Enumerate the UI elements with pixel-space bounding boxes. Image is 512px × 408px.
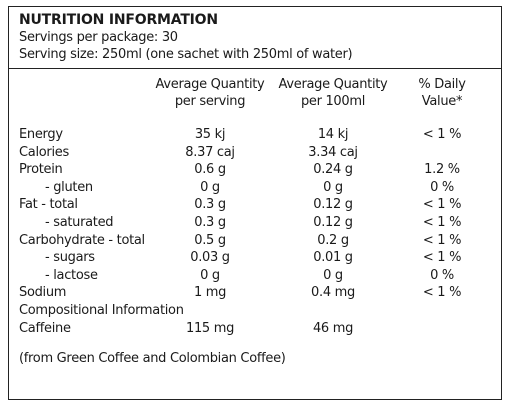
per-serving-value: 0.6 g [194, 162, 226, 178]
serving-size: Serving size: 250ml (one sachet with 250… [19, 47, 353, 62]
per-100ml-value: 0.24 g [313, 162, 353, 178]
column-header-daily-value: % Daily Value* [418, 77, 466, 109]
per-100ml-value: 0.12 g [313, 197, 353, 213]
table-row: - sugars 0.03 g 0.01 g < 1 % [19, 249, 501, 267]
daily-value: < 1 % [422, 214, 462, 230]
row-label: Fat - total [19, 197, 78, 213]
row-label: Energy [19, 127, 63, 142]
panel-title: NUTRITION INFORMATION [19, 12, 218, 28]
per-100ml-value: 3.34 caj [308, 144, 358, 160]
per-serving-value: 0.3 g [194, 197, 226, 213]
per-100ml-value: 0.2 g [317, 232, 349, 248]
row-label: - saturated [45, 214, 114, 230]
row-label: Carbohydrate - total [19, 232, 145, 248]
per-100ml-value: 0.12 g [313, 214, 353, 230]
servings-per-package: Servings per package: 30 [19, 30, 178, 45]
daily-value: < 1 % [422, 285, 462, 301]
daily-value: < 1 % [422, 127, 462, 142]
table-row: Caffeine 115 mg 46 mg [19, 320, 501, 338]
table-row: Energy 35 kj 14 kj < 1 % [19, 126, 501, 144]
per-serving-value: 0.5 g [194, 232, 226, 248]
row-label: - lactose [45, 267, 98, 283]
table-row: Sodium 1 mg 0.4 mg < 1 % [19, 284, 501, 302]
column-header-per-serving: Average Quantity per serving [155, 77, 265, 109]
per-serving-value: 8.37 caj [185, 144, 235, 160]
per-100ml-value: 14 kj [317, 127, 349, 142]
row-label: Compositional Information [19, 302, 184, 318]
daily-value: 0 % [430, 179, 454, 195]
row-label: - gluten [45, 179, 93, 195]
table-row: Protein 0.6 g 0.24 g 1.2 % [19, 161, 501, 179]
table-row: - saturated 0.3 g 0.12 g < 1 % [19, 214, 501, 232]
panel-header: NUTRITION INFORMATION Servings per packa… [9, 7, 501, 77]
per-100ml-value: 0 g [323, 267, 343, 283]
per-100ml-value: 0 g [323, 179, 343, 195]
per-serving-value: 0.3 g [194, 214, 226, 230]
per-100ml-value: 0.4 mg [311, 285, 355, 301]
per-serving-value: 1 mg [193, 285, 227, 301]
daily-value: 1.2 % [424, 162, 460, 178]
table-row: - gluten 0 g 0 g 0 % [19, 179, 501, 197]
daily-value: < 1 % [422, 232, 462, 248]
per-serving-value: 0 g [200, 179, 220, 195]
column-header-per-100ml: Average Quantity per 100ml [278, 77, 388, 109]
per-serving-value: 35 kj [194, 127, 226, 142]
row-label: Protein [19, 162, 63, 178]
nutrition-table: Energy 35 kj 14 kj < 1 % Calories 8.37 c… [19, 126, 501, 337]
nutrition-panel: NUTRITION INFORMATION Servings per packa… [8, 6, 502, 400]
row-label: - sugars [45, 250, 95, 266]
daily-value: < 1 % [422, 250, 462, 266]
daily-value: 0 % [430, 267, 454, 283]
table-row: Calories 8.37 caj 3.34 caj [19, 144, 501, 162]
row-label: Caffeine [19, 320, 71, 336]
table-row: Compositional Information [19, 302, 501, 320]
per-100ml-value: 0.01 g [313, 250, 353, 266]
per-100ml-value: 46 mg [312, 320, 354, 336]
per-serving-value: 0 g [200, 267, 220, 283]
per-serving-value: 115 mg [185, 320, 235, 336]
row-label: Sodium [19, 285, 67, 301]
table-row: - lactose 0 g 0 g 0 % [19, 267, 501, 285]
per-serving-value: 0.03 g [190, 250, 230, 266]
table-row: Fat - total 0.3 g 0.12 g < 1 % [19, 196, 501, 214]
table-row: Carbohydrate - total 0.5 g 0.2 g < 1 % [19, 232, 501, 250]
daily-value: < 1 % [422, 197, 462, 213]
row-label: Calories [19, 144, 69, 160]
header-divider [9, 68, 501, 69]
footnote: (from Green Coffee and Colombian Coffee) [19, 351, 286, 366]
